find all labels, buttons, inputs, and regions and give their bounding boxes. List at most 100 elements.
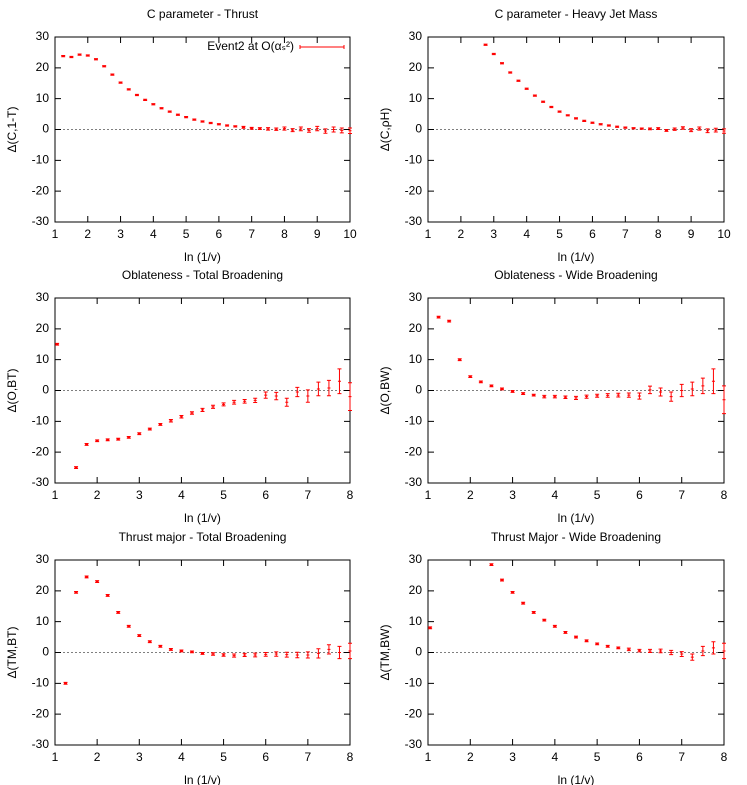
x-tick-label: 6 (636, 750, 643, 764)
x-tick-label: 8 (721, 488, 728, 502)
x-tick-label: 8 (347, 488, 354, 502)
error-point (116, 437, 121, 441)
error-point (500, 387, 504, 391)
error-point (516, 79, 521, 82)
error-point (565, 114, 570, 117)
y-axis-label: Δ(TM,BT) (5, 626, 19, 678)
legend-label: Event2 at O(αₛ²) (207, 39, 294, 53)
x-tick-label: 4 (150, 227, 157, 241)
error-point (316, 648, 321, 659)
y-tick-label: -20 (405, 183, 423, 197)
error-point (623, 126, 628, 129)
error-point (305, 651, 310, 659)
error-point (147, 640, 152, 644)
error-point (648, 648, 652, 653)
error-point (563, 395, 568, 400)
error-point (582, 119, 587, 122)
x-tick-label: 2 (467, 750, 474, 764)
x-tick-label: 3 (490, 227, 497, 241)
error-point (200, 120, 205, 123)
error-point (348, 127, 352, 135)
error-point (95, 439, 100, 443)
x-tick-label: 7 (305, 488, 312, 502)
error-point (598, 123, 603, 126)
error-point (697, 126, 702, 131)
error-point (74, 466, 79, 470)
error-point (713, 127, 718, 133)
x-tick-label: 3 (136, 488, 143, 502)
y-tick-label: 0 (415, 122, 422, 136)
x-tick-label: 8 (347, 750, 354, 764)
x-tick-label: 2 (94, 750, 101, 764)
error-point (55, 342, 60, 346)
x-tick-label: 7 (678, 750, 685, 764)
error-point (574, 395, 578, 400)
x-tick-label: 4 (178, 488, 185, 502)
y-tick-label: 10 (409, 91, 423, 105)
error-point (315, 125, 320, 132)
y-tick-label: 30 (36, 29, 50, 43)
y-tick-label: 20 (36, 321, 50, 335)
error-point (225, 124, 230, 127)
error-point (69, 55, 74, 59)
error-point (126, 435, 131, 439)
x-axis-label: ln (1/v) (558, 511, 595, 525)
y-tick-label: -20 (32, 444, 50, 458)
y-tick-label: -20 (405, 706, 423, 720)
y-tick-label: 0 (42, 645, 49, 659)
x-tick-label: 5 (183, 227, 190, 241)
chart-title: Thrust major - Total Broadening (119, 530, 287, 544)
error-point (508, 71, 513, 74)
chart-title: Thrust Major - Wide Broadening (491, 530, 661, 544)
error-point (137, 634, 142, 637)
y-axis-label: Δ(C,1-T) (5, 106, 19, 152)
error-point (253, 652, 258, 658)
error-point (326, 379, 331, 397)
error-point (700, 377, 705, 395)
x-tick-label: 5 (556, 227, 563, 241)
error-point (722, 385, 726, 415)
error-point (679, 383, 684, 398)
error-point (489, 563, 494, 567)
y-tick-label: -20 (32, 183, 50, 197)
y-tick-label: -30 (405, 737, 423, 751)
error-point (679, 651, 684, 658)
error-point (590, 121, 595, 124)
error-point (168, 647, 173, 651)
error-point (216, 123, 221, 126)
error-point (637, 648, 642, 653)
error-point (242, 652, 247, 658)
error-point (658, 387, 663, 397)
error-point (221, 402, 226, 407)
error-point (468, 375, 473, 379)
error-point (159, 107, 164, 110)
y-tick-label: 20 (36, 60, 50, 74)
x-tick-label: 9 (314, 227, 321, 241)
x-tick-label: 4 (552, 750, 559, 764)
error-point (167, 110, 172, 113)
y-tick-label: 0 (415, 383, 422, 397)
x-axis-label: ln (1/v) (184, 511, 221, 525)
y-tick-label: -20 (405, 444, 423, 458)
x-tick-label: 10 (343, 227, 357, 241)
error-point (134, 93, 139, 97)
y-tick-label: -10 (405, 414, 423, 428)
y-tick-label: -30 (32, 737, 50, 751)
y-axis-label: Δ(TM,BW) (378, 624, 392, 680)
error-point (337, 368, 342, 395)
error-point (557, 110, 562, 113)
x-tick-label: 7 (622, 227, 629, 241)
error-point (316, 381, 321, 397)
error-point (168, 418, 173, 423)
error-point (126, 88, 131, 91)
error-point (61, 55, 66, 58)
y-tick-label: 0 (415, 645, 422, 659)
error-point (500, 578, 504, 582)
error-point (331, 126, 336, 133)
error-point (282, 126, 287, 131)
error-point (200, 652, 205, 655)
error-point (626, 647, 631, 652)
error-point (639, 127, 644, 130)
error-point (274, 391, 279, 401)
error-point (337, 645, 342, 660)
